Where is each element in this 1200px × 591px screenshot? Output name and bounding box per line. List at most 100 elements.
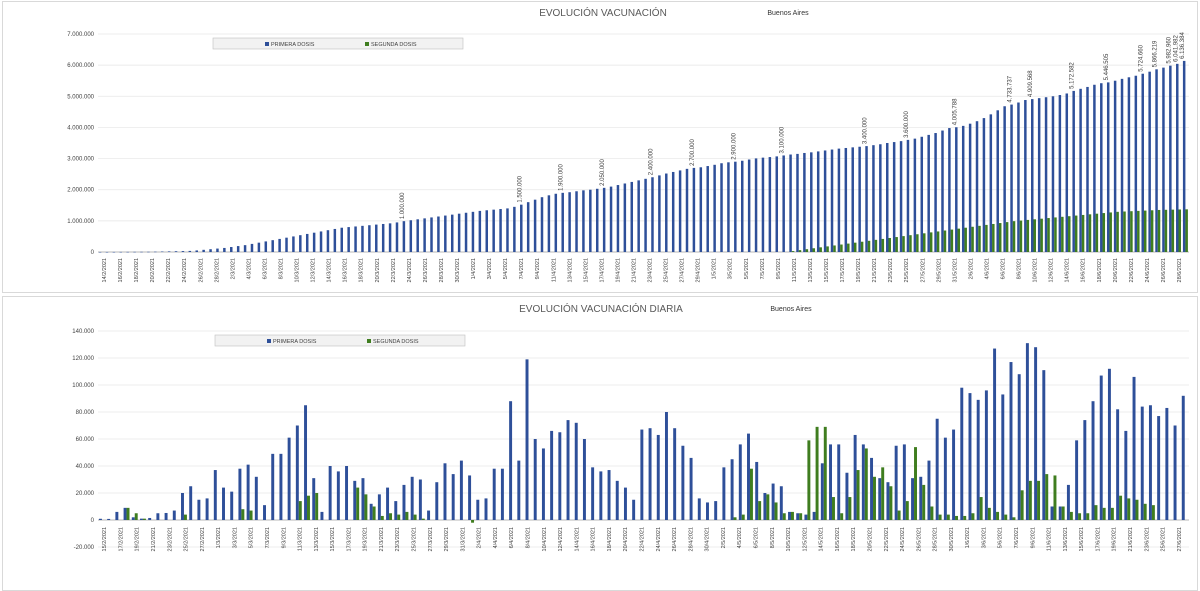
bar-segunda-dosis xyxy=(799,513,803,520)
bar-primera-dosis xyxy=(788,511,791,520)
bar-primera-dosis xyxy=(886,482,890,520)
bar-primera-dosis xyxy=(154,251,157,253)
x-tick-label: 10/6/2021 xyxy=(1033,258,1039,282)
bar-primera-dosis xyxy=(927,460,931,520)
bar-segunda-dosis xyxy=(1037,480,1041,520)
bar-primera-dosis xyxy=(872,145,875,252)
bar-segunda-dosis xyxy=(241,509,245,520)
bar-primera-dosis xyxy=(328,466,332,520)
bar-segunda-dosis xyxy=(1005,222,1009,252)
bar-primera-dosis xyxy=(823,150,827,252)
bar-primera-dosis xyxy=(1079,88,1082,252)
bar-primera-dosis xyxy=(681,445,685,520)
bar-primera-dosis xyxy=(599,471,603,520)
bar-primera-dosis xyxy=(492,468,496,520)
bar-segunda-dosis xyxy=(996,511,1000,520)
bar-primera-dosis xyxy=(517,460,521,520)
bar-primera-dosis xyxy=(478,210,482,252)
bar-segunda-dosis xyxy=(853,242,857,252)
bar-primera-dosis xyxy=(623,183,627,252)
x-tick-label: 7/4/2021 xyxy=(519,258,525,279)
legend-swatch xyxy=(367,339,371,343)
x-tick-label: 22/4/2021 xyxy=(640,527,646,551)
x-tick-label: 23/2/2021 xyxy=(167,527,173,551)
bar-primera-dosis xyxy=(435,482,439,520)
bar-primera-dosis xyxy=(319,231,323,252)
x-tick-label: 29/5/2021 xyxy=(936,258,942,282)
bar-data-label: 2.900.000 xyxy=(731,132,737,159)
y-tick-label: 3.000.000 xyxy=(67,157,94,163)
bar-primera-dosis xyxy=(520,204,523,252)
bar-primera-dosis xyxy=(747,433,750,520)
bar-segunda-dosis xyxy=(1026,219,1030,252)
x-tick-label: 18/6/2021 xyxy=(1097,258,1103,282)
bar-primera-dosis xyxy=(278,238,281,252)
bar-segunda-dosis xyxy=(922,484,926,520)
bar-primera-dosis xyxy=(644,178,647,252)
bar-data-label: 3.100.000 xyxy=(780,126,786,153)
legend-entry: PRIMERA DOSIS xyxy=(273,339,317,345)
bar-primera-dosis xyxy=(796,153,799,252)
x-tick-label: 15/2/2021 xyxy=(102,527,108,551)
chart-subtitle: Buenos Aires xyxy=(767,10,809,17)
x-tick-label: 3/5/2021 xyxy=(728,258,734,279)
bar-primera-dosis xyxy=(1165,407,1169,520)
bar-primera-dosis xyxy=(741,160,744,252)
bar-primera-dosis xyxy=(996,110,999,252)
x-tick-label: 20/5/2021 xyxy=(867,527,873,551)
bar-primera-dosis xyxy=(878,478,882,520)
bar-primera-dosis xyxy=(989,114,993,252)
bar-primera-dosis xyxy=(451,474,455,520)
x-tick-label: 19/4/2021 xyxy=(615,258,621,282)
bar-segunda-dosis xyxy=(889,486,893,520)
bar-primera-dosis xyxy=(1075,440,1079,520)
x-tick-label: 28/3/2021 xyxy=(439,258,445,282)
bar-segunda-dosis xyxy=(372,506,376,520)
x-tick-label: 26/3/2021 xyxy=(423,258,429,282)
bar-segunda-dosis xyxy=(1054,217,1057,252)
bar-data-label: 3.600.000 xyxy=(904,111,910,138)
bar-primera-dosis xyxy=(714,501,718,520)
x-tick-label: 5/5/2021 xyxy=(744,258,750,279)
bar-primera-dosis xyxy=(181,493,184,520)
bar-segunda-dosis xyxy=(1164,209,1168,252)
x-tick-label: 2/4/2021 xyxy=(477,527,483,548)
x-tick-label: 1/3/2021 xyxy=(216,527,222,548)
x-tick-label: 10/4/2021 xyxy=(542,527,548,551)
bar-primera-dosis xyxy=(902,444,906,520)
bar-segunda-dosis xyxy=(873,476,876,520)
bar-primera-dosis xyxy=(837,444,841,520)
bar-segunda-dosis xyxy=(805,249,809,252)
bar-primera-dosis xyxy=(589,189,592,252)
bar-primera-dosis xyxy=(381,223,385,252)
bar-primera-dosis xyxy=(468,475,472,520)
x-tick-label: 21/2/2021 xyxy=(151,527,157,551)
bar-primera-dosis xyxy=(361,225,364,252)
x-tick-label: 27/4/2021 xyxy=(680,258,686,282)
x-tick-label: 30/5/2021 xyxy=(949,527,955,551)
bar-primera-dosis xyxy=(148,517,152,520)
bar-primera-dosis xyxy=(955,127,958,252)
x-tick-label: 17/6/2021 xyxy=(1095,527,1101,551)
bar-primera-dosis xyxy=(402,221,406,252)
x-tick-label: 16/2/2021 xyxy=(118,258,124,282)
x-tick-label: 23/6/2021 xyxy=(1144,527,1150,551)
bar-segunda-dosis xyxy=(881,467,885,520)
bar-primera-dosis xyxy=(115,511,119,520)
bar-primera-dosis xyxy=(246,464,250,520)
x-tick-label: 19/6/2021 xyxy=(1112,527,1118,551)
x-tick-label: 5/4/2021 xyxy=(503,258,509,279)
bar-primera-dosis xyxy=(238,468,242,520)
legend-entry: PRIMERA DOSIS xyxy=(271,42,315,48)
bar-primera-dosis xyxy=(243,245,247,252)
x-tick-label: 11/5/2021 xyxy=(792,258,798,282)
bar-primera-dosis xyxy=(941,130,944,252)
bar-primera-dosis xyxy=(830,149,834,252)
bar-primera-dosis xyxy=(1116,409,1120,520)
bar-segunda-dosis xyxy=(1053,475,1057,520)
x-tick-label: 17/3/2021 xyxy=(346,527,352,551)
bar-primera-dosis xyxy=(1169,65,1172,252)
x-tick-label: 13/4/2021 xyxy=(567,258,573,282)
x-tick-label: 14/4/2021 xyxy=(574,527,580,551)
x-tick-label: 10/3/2021 xyxy=(295,258,301,282)
